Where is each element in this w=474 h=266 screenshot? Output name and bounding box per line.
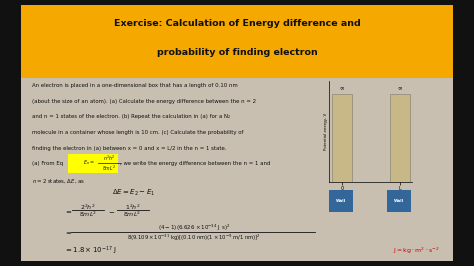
Text: $(4-1)(6.626 \times 10^{-34}\ \mathrm{J\ s})^2$: $(4-1)(6.626 \times 10^{-34}\ \mathrm{J\… xyxy=(158,222,230,233)
Bar xyxy=(21,5,453,78)
Text: finding the electron in (a) between x = 0 and x = L/2 in the n = 1 state.: finding the electron in (a) between x = … xyxy=(32,146,227,151)
Text: Wall: Wall xyxy=(336,199,346,203)
Text: $E_n =$: $E_n =$ xyxy=(83,159,95,167)
Text: Wall: Wall xyxy=(394,199,404,203)
Bar xyxy=(331,94,352,182)
Text: molecule in a container whose length is 10 cm. (c) Calculate the probability of: molecule in a container whose length is … xyxy=(32,130,244,135)
Text: $8(9.109 \times 10^{-31}\ \mathrm{kg})[(0.10\ \mathrm{nm})(1 \times 10^{-9}\ \ma: $8(9.109 \times 10^{-31}\ \mathrm{kg})[(… xyxy=(127,232,261,243)
Text: An electron is placed in a one-dimensional box that has a length of 0.10 nm: An electron is placed in a one-dimension… xyxy=(32,83,238,88)
Y-axis label: Potential energy, V: Potential energy, V xyxy=(324,113,328,150)
Text: $\Delta E = E_2 - E_1$: $\Delta E = E_2 - E_1$ xyxy=(112,188,155,198)
Text: (a) From Eq: (a) From Eq xyxy=(32,161,63,166)
Text: $-$: $-$ xyxy=(108,208,115,214)
Text: $= 1.8 \times 10^{-17}\ \mathrm{J}$: $= 1.8 \times 10^{-17}\ \mathrm{J}$ xyxy=(64,245,118,257)
Text: $8mL^2$: $8mL^2$ xyxy=(102,164,116,173)
Text: (about the size of an atom). (a) Calculate the energy difference between the n =: (about the size of an atom). (a) Calcula… xyxy=(32,98,256,103)
Text: $\mathrm{J = kg \cdot m^2 \cdot s^{-2}}$: $\mathrm{J = kg \cdot m^2 \cdot s^{-2}}$ xyxy=(393,246,440,256)
Text: $=$: $=$ xyxy=(64,229,73,235)
Text: $8mL^2$: $8mL^2$ xyxy=(79,210,97,219)
Text: $=$: $=$ xyxy=(64,208,73,214)
Text: $1^2h^2$: $1^2h^2$ xyxy=(125,202,140,212)
Text: ∞: ∞ xyxy=(398,86,402,91)
Bar xyxy=(68,154,118,173)
Bar xyxy=(390,94,410,182)
Text: , we write the energy difference between the n = 1 and: , we write the energy difference between… xyxy=(119,161,270,166)
Text: probability of finding electron: probability of finding electron xyxy=(156,48,318,57)
Text: and n = 1 states of the electron. (b) Repeat the calculation in (a) for a N₂: and n = 1 states of the electron. (b) Re… xyxy=(32,114,230,119)
Text: $n^2h^2$: $n^2h^2$ xyxy=(103,153,115,163)
Bar xyxy=(387,190,410,212)
Text: $2^2h^2$: $2^2h^2$ xyxy=(81,202,96,212)
Text: $n = 2$ states, $\Delta E$, as: $n = 2$ states, $\Delta E$, as xyxy=(32,177,85,185)
Text: Exercise: Calculation of Energy difference and: Exercise: Calculation of Energy differen… xyxy=(114,19,360,28)
Text: ∞: ∞ xyxy=(339,86,344,91)
Bar xyxy=(329,190,353,212)
Text: $8mL^2$: $8mL^2$ xyxy=(124,210,142,219)
